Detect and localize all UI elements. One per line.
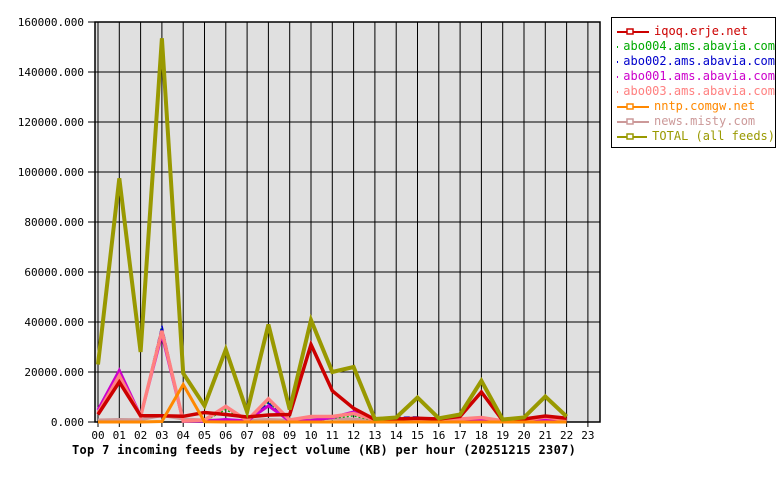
x-tick-label: 06 [219, 429, 232, 442]
x-tick-label: 16 [432, 429, 445, 442]
x-tick-label: 20 [517, 429, 530, 442]
legend-entry: news.misty.com [612, 113, 775, 128]
legend-label: abo001.ams.abavia.com [623, 68, 775, 83]
legend-entry: abo004.ams.abavia.com [612, 38, 775, 53]
series-line-0 [96, 339, 567, 423]
series-line-4 [96, 330, 567, 423]
legend-swatch-icon [617, 117, 649, 125]
y-tick-label: 160000.000 [18, 16, 84, 29]
legend-entry: abo001.ams.abavia.com [612, 68, 775, 83]
legend-swatch-icon [617, 90, 619, 93]
legend-label: abo003.ams.abavia.com [623, 83, 775, 98]
legend-label: nntp.comgw.net [654, 98, 756, 113]
legend-swatch-icon [617, 45, 619, 48]
x-tick-label: 21 [539, 429, 552, 442]
y-tick-label: 100000.000 [18, 166, 84, 179]
x-tick-label: 01 [113, 429, 126, 442]
legend-swatch-icon [617, 60, 619, 63]
x-tick-label: 08 [262, 429, 275, 442]
legend-box: iqoq.erje.net abo004.ams.abavia.com abo002… [611, 17, 776, 148]
x-tick-label: 10 [304, 429, 317, 442]
legend-label: TOTAL (all feeds) [652, 128, 775, 143]
legend-label: news.misty.com [654, 113, 756, 128]
x-tick-label: 09 [283, 429, 296, 442]
x-tick-label: 22 [560, 429, 573, 442]
x-tick-label: 02 [134, 429, 147, 442]
x-tick-label: 00 [91, 429, 104, 442]
y-tick-label: 20000.000 [24, 366, 84, 379]
y-tick-label: 40000.000 [24, 316, 84, 329]
legend-entry: abo002.ams.abavia.com [612, 53, 775, 68]
x-tick-label: 03 [155, 429, 168, 442]
x-tick-label: 23 [581, 429, 594, 442]
x-tick-label: 15 [411, 429, 424, 442]
y-tick-label: 80000.000 [24, 216, 84, 229]
legend-entry: TOTAL (all feeds) [612, 128, 775, 143]
legend-entry: iqoq.erje.net [612, 23, 775, 38]
series-line-7 [96, 38, 568, 422]
legend-entry: abo003.ams.abavia.com [612, 83, 775, 98]
legend-swatch-icon [617, 27, 649, 35]
x-tick-label: 19 [496, 429, 509, 442]
y-tick-label: 120000.000 [18, 116, 84, 129]
x-tick-label: 07 [240, 429, 253, 442]
legend-swatch-icon [617, 75, 619, 78]
y-tick-label: 60000.000 [24, 266, 84, 279]
y-tick-label: 140000.000 [18, 66, 84, 79]
chart-title: Top 7 incoming feeds by reject volume (K… [72, 443, 577, 457]
legend-swatch-icon [617, 132, 648, 140]
y-tick-label: 0.000 [51, 416, 84, 429]
legend-label: iqoq.erje.net [654, 23, 748, 38]
legend-swatch-icon [617, 102, 649, 110]
x-tick-label: 13 [368, 429, 381, 442]
legend-label: abo002.ams.abavia.com [623, 53, 775, 68]
legend-entry: nntp.comgw.net [612, 98, 775, 113]
x-tick-label: 14 [390, 429, 404, 442]
x-tick-label: 12 [347, 429, 360, 442]
x-tick-label: 04 [177, 429, 191, 442]
x-tick-label: 05 [198, 429, 211, 442]
legend-label: abo004.ams.abavia.com [623, 38, 775, 53]
x-tick-label: 18 [475, 429, 488, 442]
x-tick-label: 11 [326, 429, 339, 442]
x-tick-label: 17 [453, 429, 466, 442]
series-line-5 [98, 381, 567, 424]
